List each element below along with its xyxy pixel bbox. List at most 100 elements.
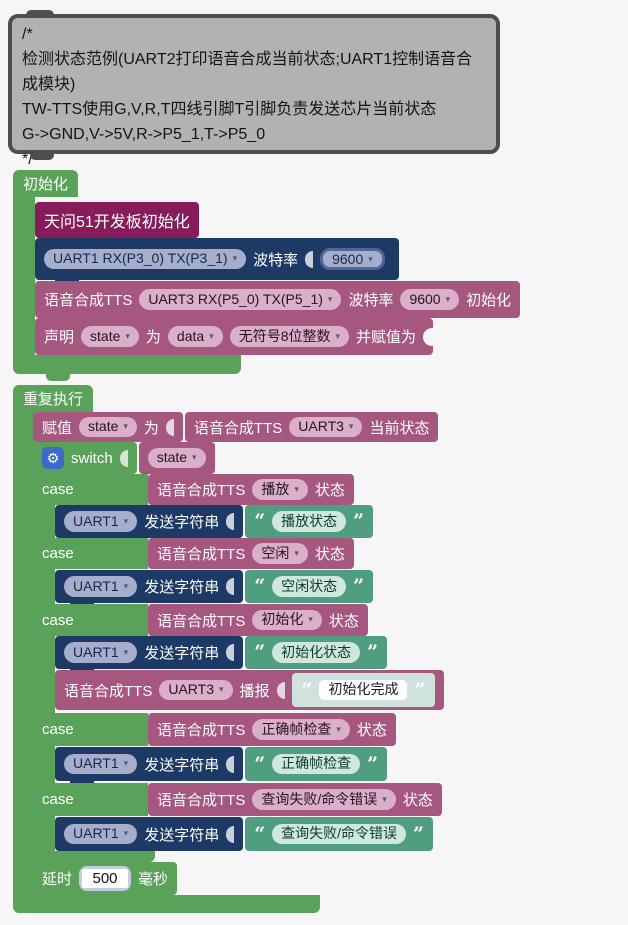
case-keyword: case [42,481,74,498]
switch-block-bottom[interactable] [33,851,155,862]
switch-case-row[interactable]: case 语音合成TTS 空闲 ▾ 状态 [33,538,354,569]
tts-state-cond-block[interactable]: 语音合成TTS 空闲 ▾ 状态 [148,538,354,569]
string-block[interactable]: “ 空闲状态 ” [245,570,374,603]
declare-var-dropdown[interactable]: state ▾ [81,326,139,347]
baud-dropdown[interactable]: 9600 ▾ [320,248,385,270]
chevron-down-icon: ▾ [294,483,299,494]
assign-var-dropdown[interactable]: state ▾ [79,416,137,438]
tts-speak-block[interactable]: 语音合成TTS UART3 ▾ 播报 “ 初始化完成 ” [55,670,445,710]
tts-state-cond-block[interactable]: 语音合成TTS 正确帧检查 ▾ 状态 [148,713,396,746]
string-block[interactable]: “ 正确帧检查 ” [245,747,388,781]
tts-port-dropdown[interactable]: UART3 RX(P5_0) TX(P5_1) ▾ [139,289,342,310]
delay-block[interactable]: 延时 500 毫秒 [33,862,178,895]
string-block[interactable]: “ 播放状态 ” [245,505,374,538]
close-quote-icon: ” [367,641,379,663]
comment-block[interactable]: /* 检测状态范例(UART2打印语音合成当前状态;UART1控制语音合成模块)… [8,14,500,168]
assign-label: 赋值 [42,419,73,437]
send-label: 发送字符串 [144,514,220,531]
assign-as-label: 为 [143,419,159,437]
switch-case-row[interactable]: case 语音合成TTS 初始化 ▾ 状态 [33,604,368,636]
uart-send-row[interactable]: UART1 ▾ 发送字符串 “ 空闲状态 ” [55,570,374,603]
loop-block-spine[interactable] [13,412,35,896]
string-text-field[interactable]: 初始化状态 [272,642,361,663]
state-suffix-label: 状态 [402,792,433,809]
string-block[interactable]: “ 初始化状态 ” [245,636,388,669]
tts-baud-dropdown[interactable]: 9600 ▾ [400,289,460,310]
setup-block-bottom[interactable] [13,355,241,374]
case-state-dropdown[interactable]: 初始化 ▾ [252,609,322,631]
tts-state-cond-block[interactable]: 语音合成TTS 播放 ▾ 状态 [148,474,354,505]
string-text-field[interactable]: 正确帧检查 [272,753,361,775]
uart-send-row[interactable]: UART1 ▾ 发送字符串 “ 初始化状态 ” [55,636,388,669]
close-quote-icon: ” [353,510,365,532]
declare-block[interactable]: 声明 state ▾ 为 data ▾ 无符号8位整数 ▾ 并赋值为 [35,318,434,355]
string-text-field[interactable]: 播放状态 [272,511,347,532]
send-port-dropdown[interactable]: UART1 ▾ [64,642,138,663]
baud-label: 波特率 [348,292,394,309]
delay-value-shadow[interactable]: 500 [79,866,132,891]
loop-hat-block[interactable]: 重复执行 [13,385,94,412]
tts-label: 语音合成TTS [64,682,153,700]
setup-block-spine[interactable] [13,197,35,355]
uart-send-row[interactable]: UART1 ▾ 发送字符串 “ 正确帧检查 ” [55,747,388,781]
case-state-dropdown[interactable]: 播放 ▾ [252,479,308,500]
uart-send-block[interactable]: UART1 ▾ 发送字符串 [55,636,244,669]
open-quote-icon: “ [254,752,266,775]
uart-send-block[interactable]: UART1 ▾ 发送字符串 [55,570,244,603]
current-state-label: 当前状态 [369,419,430,437]
send-port-dropdown[interactable]: UART1 ▾ [64,576,138,597]
open-quote-icon: “ [254,822,266,845]
tts-current-state-value-block[interactable]: 语音合成TTS UART3 ▾ 当前状态 [184,412,439,442]
string-block[interactable]: “ 查询失败/命令错误 ” [245,817,433,851]
speak-port-dropdown[interactable]: UART3 ▾ [159,679,233,701]
declare-storage-dropdown[interactable]: data ▾ [167,326,223,347]
value-socket [226,644,235,661]
speak-label: 播报 [239,682,270,700]
state-suffix-label: 状态 [328,612,359,630]
uart-send-block[interactable]: UART1 ▾ 发送字符串 [55,747,244,781]
string-shadow-block[interactable]: “ 初始化完成 ” [291,673,436,707]
case-label-seg: case [33,538,148,569]
case-keyword: case [42,545,74,562]
loop-block-bottom[interactable] [13,895,320,913]
switch-var-block[interactable]: state ▾ [138,442,215,474]
string-text-field[interactable]: 查询失败/命令错误 [272,823,407,845]
uart-send-row[interactable]: UART1 ▾ 发送字符串 “ 播放状态 ” [55,505,374,538]
declare-type-dropdown[interactable]: 无符号8位整数 ▾ [229,326,350,347]
string-text-field[interactable]: 初始化完成 [319,679,408,701]
send-port-dropdown[interactable]: UART1 ▾ [64,753,138,775]
uart-send-block[interactable]: UART1 ▾ 发送字符串 [55,817,244,851]
tts-label: 语音合成TTS [193,419,283,437]
tts-state-cond-block[interactable]: 语音合成TTS 查询失败/命令错误 ▾ 状态 [148,783,442,816]
switch-case-row[interactable]: case 语音合成TTS 正确帧检查 ▾ 状态 [33,713,396,746]
uart-send-block[interactable]: UART1 ▾ 发送字符串 [55,505,244,538]
close-quote-icon: ” [367,752,379,775]
uart-send-row[interactable]: UART1 ▾ 发送字符串 “ 查询失败/命令错误 ” [55,817,433,851]
chevron-down-icon: ▾ [445,293,451,304]
value-socket [305,250,314,268]
uart-init-block[interactable]: UART1 RX(P3_0) TX(P3_1) ▾ 波特率 9600 ▾ [35,238,399,280]
send-port-dropdown[interactable]: UART1 ▾ [64,823,138,845]
case-state-dropdown[interactable]: 空闲 ▾ [252,543,308,564]
assign-block[interactable]: 赋值 state ▾ 为 语音合成TTS UART3 ▾ 当前状态 [33,412,439,442]
send-port-dropdown[interactable]: UART1 ▾ [64,511,138,532]
uart-port-dropdown[interactable]: UART1 RX(P3_0) TX(P3_1) ▾ [44,248,247,270]
value-socket [226,578,235,595]
empty-value-socket[interactable] [423,327,434,346]
tts-state-cond-block[interactable]: 语音合成TTS 初始化 ▾ 状态 [148,604,368,636]
delay-value-field[interactable]: 500 [82,869,129,888]
assign-port-dropdown[interactable]: UART3 ▾ [289,416,363,438]
switch-block[interactable]: ⚙ switch state ▾ [33,442,215,474]
setup-hat-block[interactable]: 初始化 [13,170,79,197]
tts-speak-row[interactable]: 语音合成TTS UART3 ▾ 播报 “ 初始化完成 ” [55,670,445,710]
case-state-dropdown[interactable]: 查询失败/命令错误 ▾ [252,789,396,810]
gear-icon[interactable]: ⚙ [42,447,64,469]
switch-var-dropdown[interactable]: state ▾ [147,447,206,469]
tts-init-block[interactable]: 语音合成TTS UART3 RX(P5_0) TX(P5_1) ▾ 波特率 960… [35,281,521,318]
board-init-block[interactable]: 天问51开发板初始化 [35,202,199,238]
comment-line: G->GND,V->5V,R->P5_1,T->P5_0 [22,126,266,143]
switch-case-row[interactable]: case 语音合成TTS 查询失败/命令错误 ▾ 状态 [33,783,442,816]
string-text-field[interactable]: 空闲状态 [272,576,347,597]
case-state-dropdown[interactable]: 正确帧检查 ▾ [252,719,350,740]
switch-case-row[interactable]: case 语音合成TTS 播放 ▾ 状态 [33,474,354,505]
